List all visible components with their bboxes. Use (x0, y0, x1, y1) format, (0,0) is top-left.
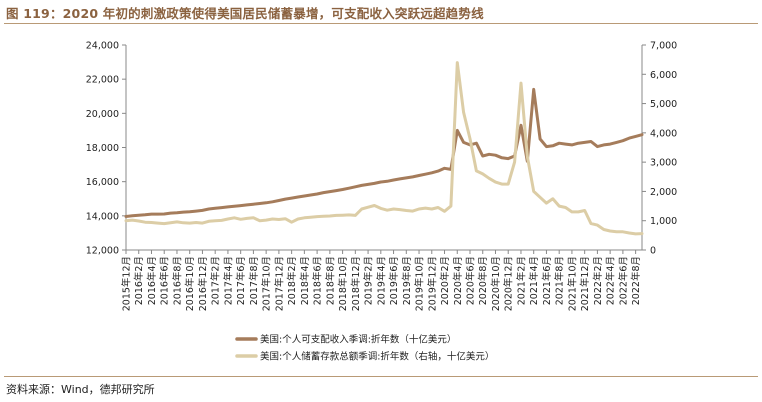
x-tick-label: 2015年12月 (121, 256, 133, 311)
y-right-tick-label: 3,000 (650, 158, 677, 169)
chart-series-lines (124, 61, 644, 236)
x-tick-label: 2017年10月 (261, 256, 273, 311)
x-tick-label: 2021年12月 (579, 256, 591, 311)
y-left-tick-label: 12,000 (86, 246, 119, 257)
x-tick-label: 2016年8月 (171, 256, 183, 305)
x-tick-label: 2021年6月 (541, 256, 553, 305)
y-left-tick-label: 16,000 (86, 177, 119, 188)
x-tick-label: 2020年8月 (477, 256, 489, 305)
savings-series-line (124, 61, 644, 236)
x-tick-label: 2018年2月 (286, 256, 298, 305)
legend-label-income: 美国:个人可支配收入季调:折年数（十亿美元） (260, 334, 456, 346)
y-right-tick-label: 6,000 (650, 70, 677, 81)
x-tick-label: 2016年2月 (133, 256, 145, 305)
source-note: 资料来源：Wind，德邦研究所 (6, 383, 155, 396)
x-tick-label: 2019年6月 (388, 256, 400, 305)
x-tick-label: 2016年10月 (184, 256, 196, 311)
x-tick-label: 2021年10月 (566, 256, 578, 311)
x-tick-label: 2020年10月 (490, 256, 502, 311)
x-tick-label: 2021年2月 (515, 256, 527, 305)
x-tick-label: 2019年2月 (363, 256, 375, 305)
source-divider (4, 376, 758, 377)
y-left-tick-label: 14,000 (86, 211, 119, 222)
figure-title: 图 119：2020 年初的刺激政策使得美国居民储蓄暴增，可支配收入突跃远超趋势… (6, 6, 484, 21)
x-tick-label: 2016年12月 (197, 256, 209, 311)
x-tick-label: 2022年8月 (630, 256, 642, 305)
x-tick-label: 2018年12月 (350, 256, 362, 311)
x-tick-label: 2019年4月 (375, 256, 387, 305)
y-right-tick-label: 0 (650, 246, 656, 257)
x-tick-label: 2017年12月 (273, 256, 285, 311)
y-left-tick-label: 22,000 (86, 75, 119, 86)
x-tick-label: 2022年2月 (592, 256, 604, 305)
x-tick-label: 2019年10月 (414, 256, 426, 311)
title-divider (4, 23, 758, 24)
x-tick-label: 2021年4月 (528, 256, 540, 305)
y-right-tick-label: 1,000 (650, 216, 677, 227)
chart-axes: 12,000 14,000 16,000 18,000 20,000 22,000 24,0… (86, 41, 677, 312)
y-right-tick-label: 5,000 (650, 99, 677, 110)
x-tick-label: 2020年12月 (503, 256, 515, 311)
x-tick-label: 2017年4月 (222, 256, 234, 305)
x-tick-label: 2017年6月 (235, 256, 247, 305)
chart-legend: 美国:个人可支配收入季调:折年数（十亿美元） 美国:个人储蓄存款总额季调:折年数（… (235, 334, 494, 363)
x-tick-label: 2020年2月 (439, 256, 451, 305)
x-tick-label: 2017年2月 (210, 256, 222, 305)
x-tick-label: 2021年8月 (554, 256, 566, 305)
x-tick-label: 2018年6月 (312, 256, 324, 305)
x-tick-label: 2018年8月 (324, 256, 336, 305)
x-tick-label: 2020年4月 (452, 256, 464, 305)
y-right-tick-label: 4,000 (650, 128, 677, 139)
y-right-tick-label: 7,000 (650, 41, 677, 52)
x-tick-label: 2020年6月 (465, 256, 477, 305)
x-tick-label: 2017年8月 (248, 256, 260, 305)
x-tick-label: 2022年6月 (617, 256, 629, 305)
y-left-tick-label: 18,000 (86, 143, 119, 154)
x-tick-label: 2018年10月 (337, 256, 349, 311)
x-tick-label: 2016年4月 (146, 256, 158, 305)
x-tick-label: 2016年6月 (159, 256, 171, 305)
y-left-tick-label: 24,000 (86, 41, 119, 52)
x-tick-label: 2019年12月 (426, 256, 438, 311)
legend-label-savings: 美国:个人储蓄存款总额季调:折年数（右轴，十亿美元） (260, 351, 494, 363)
income-series-line (124, 87, 644, 218)
x-tick-label: 2018年4月 (299, 256, 311, 305)
y-left-tick-label: 20,000 (86, 109, 119, 120)
x-tick-label: 2022年4月 (605, 256, 617, 305)
y-right-tick-label: 2,000 (650, 187, 677, 198)
x-tick-label: 2019年8月 (401, 256, 413, 305)
